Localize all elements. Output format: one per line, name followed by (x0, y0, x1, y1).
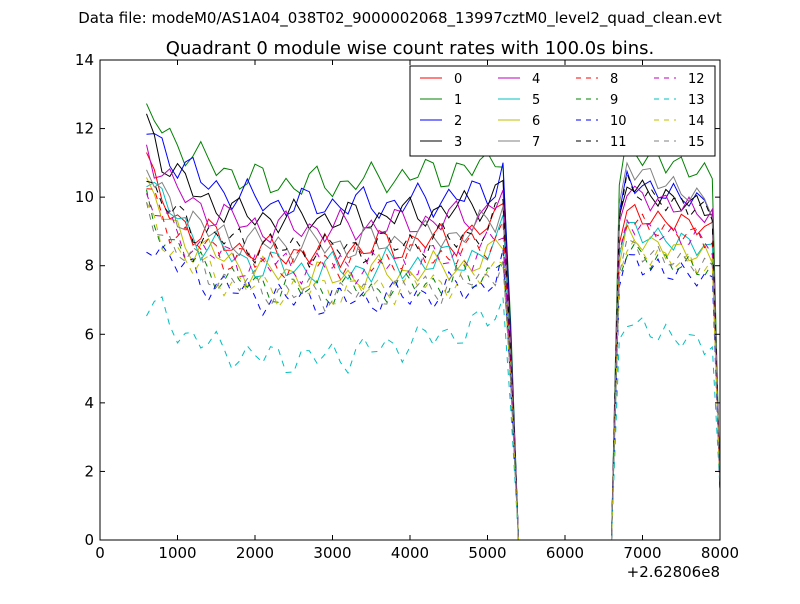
series-line-1 (146, 103, 721, 541)
series-line-15 (146, 202, 721, 541)
series-line-14 (146, 202, 721, 541)
series-line-9 (146, 189, 721, 541)
y-tick-label: 6 (84, 325, 94, 343)
legend-label-5: 5 (532, 93, 540, 108)
x-tick-label: 5000 (468, 544, 506, 562)
series-line-8 (146, 188, 721, 541)
legend-label-2: 2 (454, 114, 462, 129)
legend-label-1: 1 (454, 93, 462, 108)
x-tick-label: 1000 (158, 544, 196, 562)
y-tick-label: 14 (75, 51, 94, 69)
chart-title: Quadrant 0 module wise count rates with … (166, 38, 655, 59)
series-line-12 (146, 193, 721, 541)
legend-label-4: 4 (532, 72, 540, 87)
y-tick-label: 12 (75, 120, 94, 138)
y-tick-label: 10 (75, 188, 94, 206)
legend-label-8: 8 (610, 72, 618, 87)
series-layer (146, 103, 721, 541)
series-line-4 (146, 144, 721, 541)
x-tick-label: 4000 (391, 544, 429, 562)
ticks-layer: 0 1000 2000 3000 4000 5000 6000 7000 80000246810… (75, 51, 739, 562)
series-line-0 (146, 152, 721, 541)
series-line-10 (146, 244, 721, 541)
series-line-13 (146, 296, 721, 541)
legend-label-12: 12 (688, 72, 705, 87)
x-tick-label: 2000 (236, 544, 274, 562)
x-tick-label: 0 (95, 544, 105, 562)
x-tick-label: 8000 (701, 544, 739, 562)
legend-label-7: 7 (532, 135, 540, 150)
y-tick-label: 2 (84, 462, 94, 480)
legend-label-0: 0 (454, 72, 462, 87)
x-tick-label: 3000 (313, 544, 351, 562)
legend-label-3: 3 (454, 135, 462, 150)
series-line-6 (146, 177, 721, 541)
x-tick-label: 6000 (546, 544, 584, 562)
y-tick-label: 0 (84, 531, 94, 549)
series-line-11 (146, 171, 721, 541)
series-line-2 (146, 133, 721, 541)
series-line-7 (146, 161, 721, 541)
legend-label-9: 9 (610, 93, 618, 108)
y-tick-label: 8 (84, 257, 94, 275)
chart-suptitle: Data file: modeM0/AS1A04_038T02_90000020… (78, 9, 722, 28)
x-offset-label: +2.62806e8 (627, 563, 720, 581)
legend-label-13: 13 (688, 93, 705, 108)
legend-label-15: 15 (688, 135, 705, 150)
y-tick-label: 4 (84, 394, 94, 412)
legend-label-10: 10 (610, 114, 627, 129)
x-tick-label: 7000 (623, 544, 661, 562)
series-line-5 (146, 181, 721, 541)
legend-label-11: 11 (610, 135, 627, 150)
legend-label-14: 14 (688, 114, 705, 129)
legend-label-6: 6 (532, 114, 540, 129)
